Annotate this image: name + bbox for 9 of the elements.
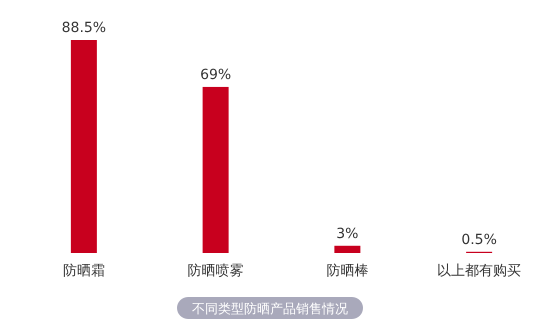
data-label: 88.5% [62, 20, 106, 36]
text: 不同类型防晒产品销售情况 [192, 302, 348, 317]
data-label: 69% [200, 66, 232, 83]
data-label: 0.5% [461, 232, 497, 248]
x-tick-label: 防晒棒 [326, 263, 368, 279]
data-label: 3% [336, 226, 358, 242]
x-tick-label: 以上都有购买 [437, 263, 522, 279]
x-tick-label: 防晒喷雾 [188, 263, 244, 279]
x-tick-label: 防晒霜 [62, 263, 105, 279]
